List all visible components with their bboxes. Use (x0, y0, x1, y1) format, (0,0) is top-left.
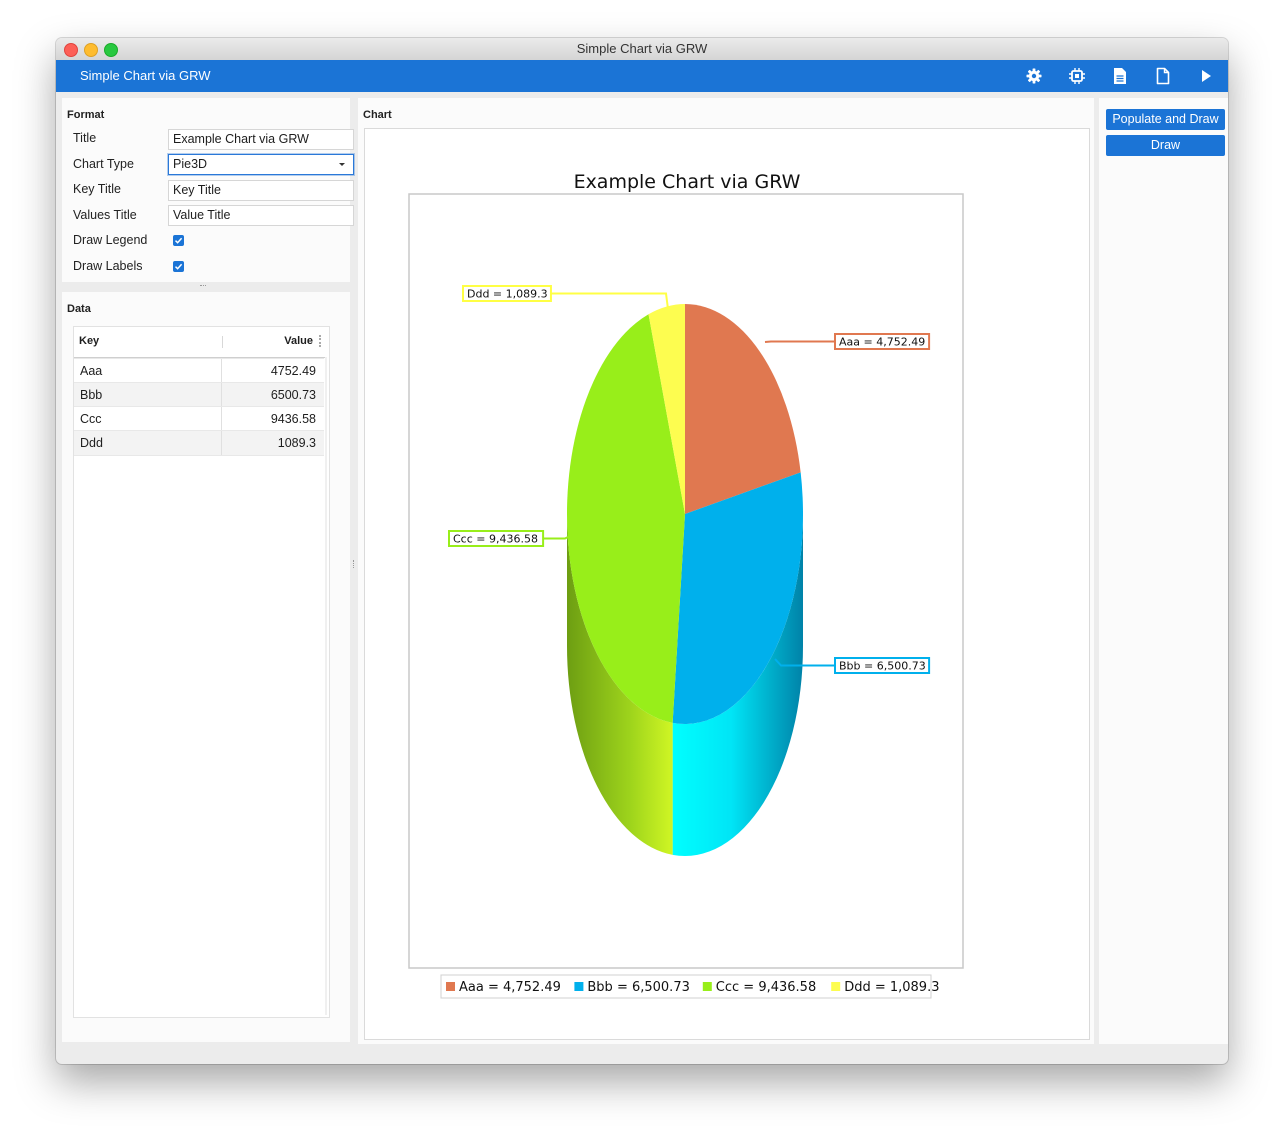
window-title: Simple Chart via GRW (576, 41, 708, 56)
chart-type-label: Chart Type (73, 157, 134, 171)
chart-canvas: Example Chart via GRW Aaa = 4,752.49 Bbb … (364, 128, 1090, 1040)
legend-swatch (574, 982, 584, 991)
format-section-title: Format (67, 109, 105, 121)
draw-labels-checkbox[interactable] (173, 261, 184, 272)
app-title: Simple Chart via GRW (80, 68, 211, 83)
key-column-header[interactable]: Key (79, 335, 100, 347)
pie-slice-ccc[interactable] (566, 314, 685, 723)
leader-line (764, 340, 835, 343)
values-title-field[interactable]: Value Title (168, 205, 354, 226)
pie-side-ccc (567, 514, 673, 855)
row-value: 9436.58 (270, 412, 316, 426)
slice-label: Aaa = 4,752.49 (839, 336, 925, 349)
chip-icon[interactable] (1068, 67, 1086, 85)
slice-labels: Aaa = 4,752.49 Bbb = 6,500.73 Ccc = 9,436.… (448, 285, 931, 674)
table-row[interactable]: Bbb 6500.73 (74, 382, 324, 407)
key-title-field[interactable]: Key Title (168, 180, 354, 201)
app-header: Simple Chart via GRW (56, 60, 1228, 92)
pie-slices (566, 304, 803, 856)
row-key: Ccc (80, 412, 102, 426)
draw-labels-label: Draw Labels (73, 259, 143, 273)
row-value: 4752.49 (270, 364, 316, 378)
key-title-label: Key Title (73, 182, 121, 196)
slice-label: Ccc = 9,436.58 (453, 533, 538, 546)
slice-label-box (834, 333, 931, 350)
slice-label: Bbb = 6,500.73 (839, 660, 926, 673)
leader-line (543, 536, 569, 540)
row-value: 6500.73 (270, 388, 316, 402)
maximize-window-button[interactable] (104, 43, 118, 57)
split-handle-vertical[interactable] (353, 560, 356, 568)
row-key: Bbb (80, 388, 103, 402)
legend-swatch (831, 982, 841, 991)
checkmark-icon (174, 263, 183, 270)
chevron-down-icon (339, 163, 345, 166)
format-panel: Format Title Example Chart via GRW Chart… (62, 98, 354, 282)
table-row[interactable]: Ccc 9436.58 (74, 406, 324, 431)
app-window: Simple Chart via GRW Simple Chart via GR… (56, 38, 1228, 1064)
column-menu-icon[interactable] (319, 335, 323, 347)
split-handle[interactable] (200, 285, 206, 288)
slice-label-box (834, 657, 931, 674)
chart-section-title: Chart (363, 109, 392, 121)
draw-legend-checkbox[interactable] (173, 235, 184, 246)
draw-button[interactable]: Draw (1106, 135, 1225, 156)
legend-entry: Ddd = 1,089.3 (844, 980, 939, 995)
slice-label-box (448, 530, 545, 547)
pie-slice-aaa[interactable] (685, 304, 801, 514)
legend-swatch (446, 982, 455, 991)
vertical-scrollbar[interactable] (325, 357, 327, 1015)
play-icon[interactable] (1197, 67, 1215, 85)
values-title-label: Values Title (73, 208, 137, 222)
title-label: Title (73, 131, 97, 145)
populate-and-draw-button[interactable]: Populate and Draw (1106, 109, 1225, 130)
blank-page-icon[interactable] (1154, 67, 1172, 85)
row-key: Ddd (80, 436, 103, 450)
pie-slice-ddd[interactable] (648, 304, 685, 514)
legend-entry: Ccc = 9,436.58 (716, 980, 816, 995)
checkmark-icon (174, 237, 183, 244)
column-divider[interactable] (222, 336, 223, 348)
data-table: Key Value Aaa 4752.49 Bbb 6500.73 Ccc 94… (73, 326, 330, 1018)
legend-entry: Bbb = 6,500.73 (587, 980, 689, 995)
actions-panel: Populate and Draw Draw (1099, 98, 1228, 1044)
title-bar: Simple Chart via GRW (56, 38, 1228, 61)
leader-line (774, 658, 835, 667)
leader-line (550, 292, 669, 310)
data-section-title: Data (67, 303, 91, 315)
legend-entry: Aaa = 4,752.49 (459, 980, 561, 995)
minimize-window-button[interactable] (84, 43, 98, 57)
pie-chart: Example Chart via GRW Aaa = 4,752.49 Bbb … (408, 171, 964, 999)
value-column-header[interactable]: Value (284, 335, 313, 347)
draw-legend-label: Draw Legend (73, 233, 148, 247)
legend-swatch (702, 982, 712, 991)
slice-label: Ddd = 1,089.3 (467, 288, 548, 301)
table-row[interactable]: Ddd 1089.3 (74, 430, 324, 456)
row-value: 1089.3 (277, 436, 316, 450)
title-field[interactable]: Example Chart via GRW (168, 129, 354, 150)
row-key: Aaa (80, 364, 103, 378)
legend-box (440, 974, 932, 999)
close-window-button[interactable] (64, 43, 78, 57)
pie-side-bbb (672, 514, 803, 856)
slice-label-box (462, 285, 552, 302)
chart-title: Example Chart via GRW (574, 171, 801, 193)
chart-type-select[interactable]: Pie3D (168, 154, 354, 175)
chart-type-value: Pie3D (173, 157, 208, 171)
chart-legend: Aaa = 4,752.49 Bbb = 6,500.73 Ccc = 9,436.… (440, 974, 939, 999)
pie-slice-bbb[interactable] (672, 472, 803, 725)
data-panel: Data Key Value Aaa 4752.49 Bbb 6500.73 C… (62, 292, 350, 1042)
document-icon[interactable] (1111, 67, 1129, 85)
gear-icon[interactable] (1025, 67, 1043, 85)
table-row[interactable]: Aaa 4752.49 (74, 358, 324, 383)
